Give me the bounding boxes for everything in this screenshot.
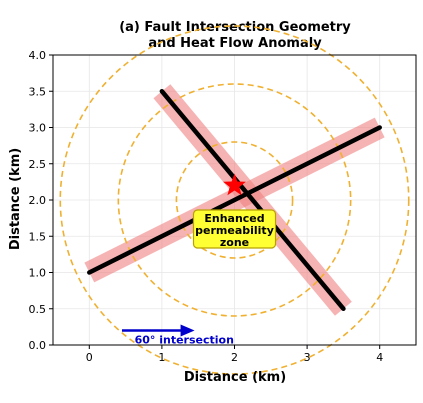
- fault-line-2: [159, 89, 346, 311]
- x-tick-label-0: 0: [86, 351, 93, 364]
- y-tick-label-3.5: 3.5: [29, 85, 47, 98]
- y-axis-label: Distance (km): [8, 148, 23, 250]
- y-tick-label-1: 1.0: [29, 267, 47, 280]
- direction-arrow-head: [180, 324, 195, 337]
- y-tick-label-0: 0.0: [29, 339, 47, 352]
- heat-flow-contour-1: [175, 141, 294, 259]
- intersection-star-marker: [223, 173, 246, 196]
- fault-line-1: [87, 125, 382, 275]
- annotation-text-line-3: zone: [220, 236, 249, 249]
- y-tick-label-4: 4.0: [29, 49, 47, 62]
- annotation-box: [192, 209, 277, 249]
- axes: 0 1 2 3 4 0.0 0.5 1.0 1.5 2.0 2.5 3.0 3.5 4.0: [29, 49, 417, 364]
- x-tick-label-2: 2: [231, 351, 238, 364]
- arrow-label: 60° intersection: [135, 334, 234, 347]
- y-tick-label-2.5: 2.5: [29, 158, 47, 171]
- heat-flow-contour-3: [59, 25, 410, 375]
- y-tick-label-2: 2.0: [29, 194, 47, 207]
- heat-flow-contour-2: [117, 83, 352, 317]
- annotation-text-line-2: permeability: [195, 224, 274, 237]
- x-tick-label-1: 1: [158, 351, 165, 364]
- annotation-text-line-1: Enhanced: [204, 212, 264, 225]
- y-tick-label-3: 3.0: [29, 122, 47, 135]
- chart-title-line-1: (a) Fault Intersection Geometry: [119, 20, 351, 35]
- y-tick-label-1.5: 1.5: [29, 230, 47, 243]
- x-axis-label: Distance (km): [184, 370, 286, 385]
- x-tick-label-3: 3: [304, 351, 311, 364]
- x-tick-label-4: 4: [376, 351, 383, 364]
- y-tick-label-0.5: 0.5: [29, 303, 47, 316]
- chart-title-line-2: and Heat Flow Anomaly: [148, 36, 322, 51]
